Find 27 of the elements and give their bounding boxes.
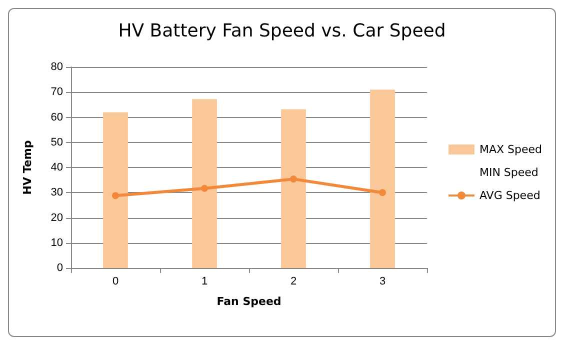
point [379,189,386,196]
legend-label: MAX Speed [479,143,542,156]
x-tick-label: 3 [379,276,386,288]
x-tick-label: 0 [112,276,119,288]
y-tick-label: 10 [50,236,63,249]
point [112,192,119,200]
y-tick-label: 40 [50,162,63,174]
point [290,176,297,183]
y-tick-label: 60 [50,111,63,124]
x-tick-label: 1 [201,276,208,288]
y-axis-title: HV Temp [21,140,34,195]
bar [192,99,217,268]
y-tick-label: 0 [56,262,63,274]
y-tick-label: 20 [50,212,63,224]
bar [103,112,128,268]
y-tick-label: 30 [50,186,63,199]
legend-label: AVG Speed [479,189,540,202]
bar [370,90,395,268]
x-tick-label: 2 [290,276,297,288]
text: MIN Speed [479,166,538,179]
bar [281,109,306,268]
point [201,184,208,192]
x-axis-title: Fan Speed [216,295,282,308]
y-tick-label: 80 [50,61,63,73]
y-tick-label: 70 [50,86,63,98]
y-tick-label: 50 [50,136,63,148]
chart-title: HV Battery Fan Speed vs. Car Speed [118,20,446,42]
